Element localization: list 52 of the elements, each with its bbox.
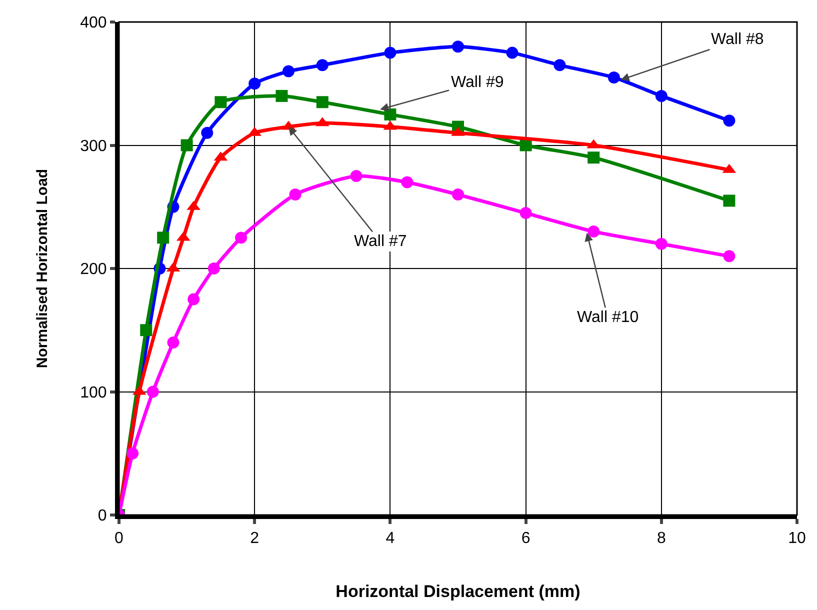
point xyxy=(608,71,620,84)
point xyxy=(520,139,532,152)
annotation: Wall #7 xyxy=(354,233,407,250)
point xyxy=(289,188,302,201)
point xyxy=(554,59,566,72)
y-tick-label: 200 xyxy=(80,261,107,278)
annotation: Wall #10 xyxy=(577,309,639,326)
y-tick-label: 0 xyxy=(98,508,107,525)
point xyxy=(214,96,227,108)
point xyxy=(401,176,414,188)
annotation: Wall #8 xyxy=(711,31,764,48)
x-tick-label: 6 xyxy=(521,530,530,548)
x-tick-label: 10 xyxy=(788,530,806,548)
point xyxy=(384,108,396,120)
x-axis-title: Horizontal Displacement (mm) xyxy=(336,582,580,602)
x-tick-label: 0 xyxy=(114,530,124,548)
point xyxy=(208,262,220,274)
point xyxy=(723,194,736,207)
y-tick-label: 400 xyxy=(80,14,107,32)
point xyxy=(235,232,248,244)
point xyxy=(384,46,396,59)
point xyxy=(188,293,200,306)
point xyxy=(157,232,170,244)
point xyxy=(201,126,214,139)
point xyxy=(126,447,139,460)
point xyxy=(506,46,518,59)
point xyxy=(588,152,600,164)
point xyxy=(723,114,736,127)
point xyxy=(316,96,328,108)
point xyxy=(140,324,152,336)
point xyxy=(276,90,288,102)
x-tick-label: 2 xyxy=(250,530,260,548)
point xyxy=(248,78,261,90)
point xyxy=(655,238,668,250)
point xyxy=(520,207,532,220)
point xyxy=(452,40,464,53)
x-tick-label: 8 xyxy=(656,530,666,548)
point xyxy=(452,188,464,201)
point xyxy=(180,139,193,152)
point xyxy=(167,336,180,348)
point xyxy=(350,170,362,182)
point xyxy=(723,250,736,262)
point xyxy=(316,59,328,72)
point xyxy=(146,386,159,398)
y-tick-label: 300 xyxy=(80,138,107,155)
y-axis-title: Normalised Horizontal Load xyxy=(34,168,51,368)
point xyxy=(588,226,600,238)
annotation: Wall #9 xyxy=(451,74,504,91)
point xyxy=(655,90,668,102)
point xyxy=(282,65,294,78)
y-tick-label: 100 xyxy=(80,384,107,402)
x-tick-label: 4 xyxy=(386,530,395,548)
